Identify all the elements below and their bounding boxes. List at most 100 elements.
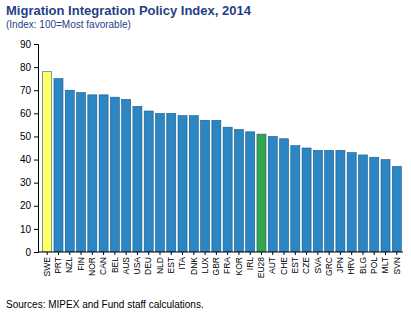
tick: EST <box>166 252 176 274</box>
tick-mark <box>34 136 38 137</box>
tick-label: IRL <box>245 257 255 271</box>
tick: 20 <box>20 200 38 211</box>
tick-label: EST <box>166 257 176 274</box>
tick-mark <box>193 252 194 255</box>
bar <box>155 113 164 252</box>
tick: 40 <box>20 154 38 165</box>
bar <box>347 153 356 252</box>
tick-label: DNK <box>189 257 199 275</box>
tick-mark <box>250 252 251 255</box>
tick-label: 20 <box>20 200 32 211</box>
tick: USA <box>132 252 142 274</box>
tick-mark <box>137 252 138 255</box>
tick-mark <box>374 252 375 255</box>
tick: SVA <box>313 252 323 273</box>
tick-label: KOR <box>234 257 244 275</box>
tick-mark <box>396 252 397 255</box>
tick-label: 0 <box>25 247 31 258</box>
tick: BEL <box>110 252 120 273</box>
tick-label: CZE <box>301 257 311 274</box>
tick-mark <box>227 252 228 255</box>
bar <box>65 90 74 252</box>
tick-label: EU28 <box>256 257 266 279</box>
bar <box>370 157 379 252</box>
tick-mark <box>340 252 341 255</box>
tick-mark <box>34 206 38 207</box>
tick: HRV <box>346 252 356 275</box>
tick: KOR <box>234 252 244 275</box>
bar <box>381 160 390 252</box>
tick: JPN <box>335 252 345 273</box>
tick-label: NZL <box>64 257 74 273</box>
tick: 0 <box>25 247 38 258</box>
tick: MLT <box>380 252 390 273</box>
tick-mark <box>34 44 38 45</box>
tick-mark <box>34 90 38 91</box>
tick-mark <box>329 252 330 255</box>
tick-label: BEL <box>110 257 120 273</box>
tick: POL <box>369 252 379 274</box>
tick-label: 90 <box>20 39 32 50</box>
tick-mark <box>34 252 38 253</box>
tick: AUT <box>267 252 277 274</box>
tick-label: NLD <box>155 257 165 274</box>
tick-label: FIN <box>76 257 86 271</box>
tick-label: FRA <box>222 257 232 274</box>
tick-label: AUT <box>267 257 277 274</box>
tick: DEU <box>143 252 153 275</box>
tick-label: PRT <box>53 257 63 274</box>
bar <box>178 116 187 252</box>
tick-mark <box>58 252 59 255</box>
tick: BLG <box>358 252 368 274</box>
tick-mark <box>351 252 352 255</box>
tick: 80 <box>20 62 38 73</box>
tick-label: NOR <box>87 257 97 276</box>
tick-label: 30 <box>20 177 32 188</box>
bar <box>77 93 86 252</box>
bar <box>280 139 289 252</box>
tick-mark <box>272 252 273 255</box>
tick-mark <box>385 252 386 255</box>
tick: GRC <box>324 252 334 276</box>
bar <box>189 116 198 252</box>
bar <box>302 148 311 252</box>
tick-mark <box>216 252 217 255</box>
tick-label: 80 <box>20 62 32 73</box>
tick: 50 <box>20 131 38 142</box>
bar <box>167 113 176 252</box>
tick-label: JPN <box>335 257 345 273</box>
title: Migration Integration Policy Index, 2014 <box>6 3 252 18</box>
tick: FRA <box>222 252 232 274</box>
tick: CAN <box>98 252 108 275</box>
tick-label: MLT <box>380 257 390 273</box>
tick-label: BLG <box>358 257 368 274</box>
tick-mark <box>182 252 183 255</box>
tick: ITA <box>177 252 187 270</box>
tick: EST <box>290 252 300 274</box>
tick-mark <box>148 252 149 255</box>
bars <box>43 72 402 252</box>
tick-label: HRV <box>346 257 356 275</box>
tick: DNK <box>189 252 199 275</box>
tick: PRT <box>53 252 63 274</box>
bar <box>212 120 221 252</box>
tick-mark <box>34 113 38 114</box>
tick: NZL <box>64 252 74 273</box>
tick-mark <box>284 252 285 255</box>
tick-mark <box>159 252 160 255</box>
tick: AUS <box>121 252 131 274</box>
bar <box>313 150 322 252</box>
tick-mark <box>295 252 296 255</box>
bar <box>201 120 210 252</box>
bar <box>392 166 401 252</box>
bar <box>291 146 300 252</box>
tick-mark <box>81 252 82 255</box>
tick-label: GRC <box>324 257 334 276</box>
bar <box>246 132 255 252</box>
subtitle: (Index: 100=Most favorable) <box>6 19 131 30</box>
bar <box>234 130 243 252</box>
tick-label: 70 <box>20 85 32 96</box>
bar <box>257 134 266 252</box>
tick: 60 <box>20 108 38 119</box>
tick-mark <box>306 252 307 255</box>
